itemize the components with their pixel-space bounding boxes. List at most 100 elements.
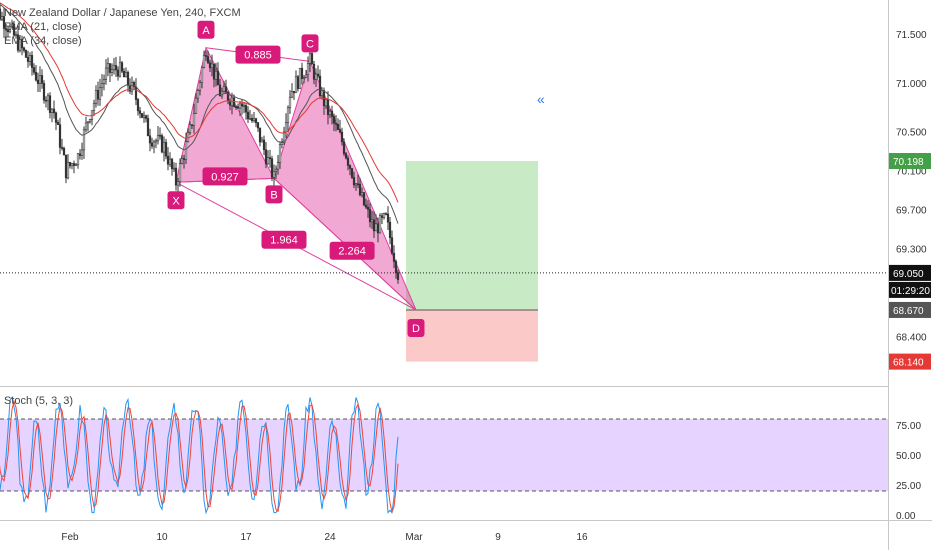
candle-up [66, 162, 70, 179]
time-tick-label: 10 [156, 532, 168, 543]
price-marker-bg [889, 264, 931, 281]
candle-up [278, 144, 282, 164]
time-axis[interactable]: 2027Feb101724Mar916 [0, 532, 588, 543]
candle-up [354, 183, 358, 186]
candle-down [146, 118, 150, 137]
candle-down [384, 213, 388, 215]
candle-up [178, 163, 182, 182]
candle-down [126, 72, 130, 86]
point-b[interactable]: B [265, 185, 283, 204]
stop-zone[interactable] [406, 309, 538, 362]
candlestick-series [0, 2, 400, 284]
candle-up [184, 141, 188, 160]
candle-down [334, 122, 338, 125]
candle-up [320, 90, 324, 97]
candle-down [206, 56, 210, 64]
candle-down [114, 65, 118, 71]
candle-down [250, 117, 254, 121]
candle-up [302, 77, 306, 79]
target-zone[interactable] [406, 161, 538, 310]
candle-down [2, 16, 6, 29]
candle-down [330, 110, 334, 117]
candle-up [176, 181, 180, 186]
candle-down [350, 168, 354, 178]
ratio-xb[interactable]: 0.927 [202, 167, 248, 186]
candle-up [8, 25, 12, 33]
arrow-annotation-icon[interactable]: « [537, 91, 545, 107]
ratio-xb-bg [202, 167, 248, 186]
candle-up [118, 62, 122, 77]
candle-up [98, 87, 102, 100]
point-a-bg [197, 20, 215, 39]
candle-down [264, 149, 268, 165]
candle-down [232, 97, 236, 107]
candle-down [396, 272, 400, 280]
candle-down [392, 252, 396, 262]
candle-down [212, 63, 216, 80]
pattern-xab[interactable] [175, 46, 275, 183]
candle-up [298, 67, 302, 89]
ratio-bd[interactable]: 2.264 [329, 241, 375, 260]
candle-down [48, 95, 52, 113]
candle-up [88, 119, 92, 123]
candle-down [4, 28, 8, 31]
candle-up [360, 192, 364, 196]
candle-down [394, 261, 398, 273]
candle-up [180, 158, 184, 164]
symbol-title[interactable]: New Zealand Dollar / Japanese Yen, 240, … [4, 7, 241, 19]
candle-down [72, 163, 76, 166]
candle-up [378, 215, 382, 234]
candle-down [150, 142, 154, 147]
ema-21-legend[interactable]: EMA (21, close) [4, 21, 82, 33]
ratio-ac[interactable]: 0.885 [235, 45, 281, 64]
candle-up [196, 90, 200, 99]
candle-up [314, 73, 318, 80]
point-d[interactable]: D [407, 318, 425, 337]
chart-legend: New Zealand Dollar / Japanese Yen, 240, … [4, 6, 241, 48]
point-a[interactable]: A [197, 20, 215, 39]
stoch-legend-title[interactable]: Stoch (5, 3, 3) [4, 395, 74, 407]
candle-down [22, 47, 26, 51]
candle-up [104, 67, 108, 80]
candle-up [124, 72, 128, 78]
long-position-tool[interactable] [406, 161, 538, 362]
candle-down [338, 129, 342, 133]
candle-down [310, 53, 314, 65]
point-x[interactable]: X [167, 191, 185, 210]
candle-up [328, 110, 332, 116]
candle-up [86, 121, 90, 124]
candle-down [296, 76, 300, 89]
candle-down [108, 63, 112, 73]
candle-up [76, 153, 80, 166]
ratio-xd[interactable]: 1.964 [261, 230, 307, 249]
candle-down [96, 90, 100, 100]
candle-down [34, 72, 38, 81]
candle-down [160, 135, 164, 153]
candle-up [222, 86, 226, 92]
candle-down [300, 67, 304, 79]
candle-up [156, 134, 160, 142]
candle-up [80, 149, 84, 156]
candle-down [356, 183, 360, 186]
candle-down [326, 99, 330, 116]
candle-up [46, 95, 50, 102]
candle-down [362, 192, 366, 206]
candle-down [62, 147, 66, 156]
candle-down [368, 209, 372, 223]
price-axis[interactable]: 71.500 71.000 70.500 70.100 69.700 69.300 68.4… [889, 30, 931, 370]
candle-down [258, 127, 262, 143]
candle-down [312, 63, 316, 80]
candle-up [274, 168, 278, 172]
candle-up [14, 34, 18, 36]
harmonic-pattern-labels[interactable]: X A B C D 0.885 0.927 1.964 2.264 [167, 20, 425, 337]
candle-up [100, 83, 104, 89]
candle-down [68, 162, 72, 167]
candle-up [152, 141, 156, 147]
ema-34-legend[interactable]: EMA (34, close) [4, 35, 82, 47]
candle-up [186, 132, 190, 142]
price-marker-label: 70.198 [893, 157, 924, 168]
point-c[interactable]: C [301, 34, 319, 53]
candle-up [198, 82, 202, 91]
candle-up [102, 79, 106, 84]
